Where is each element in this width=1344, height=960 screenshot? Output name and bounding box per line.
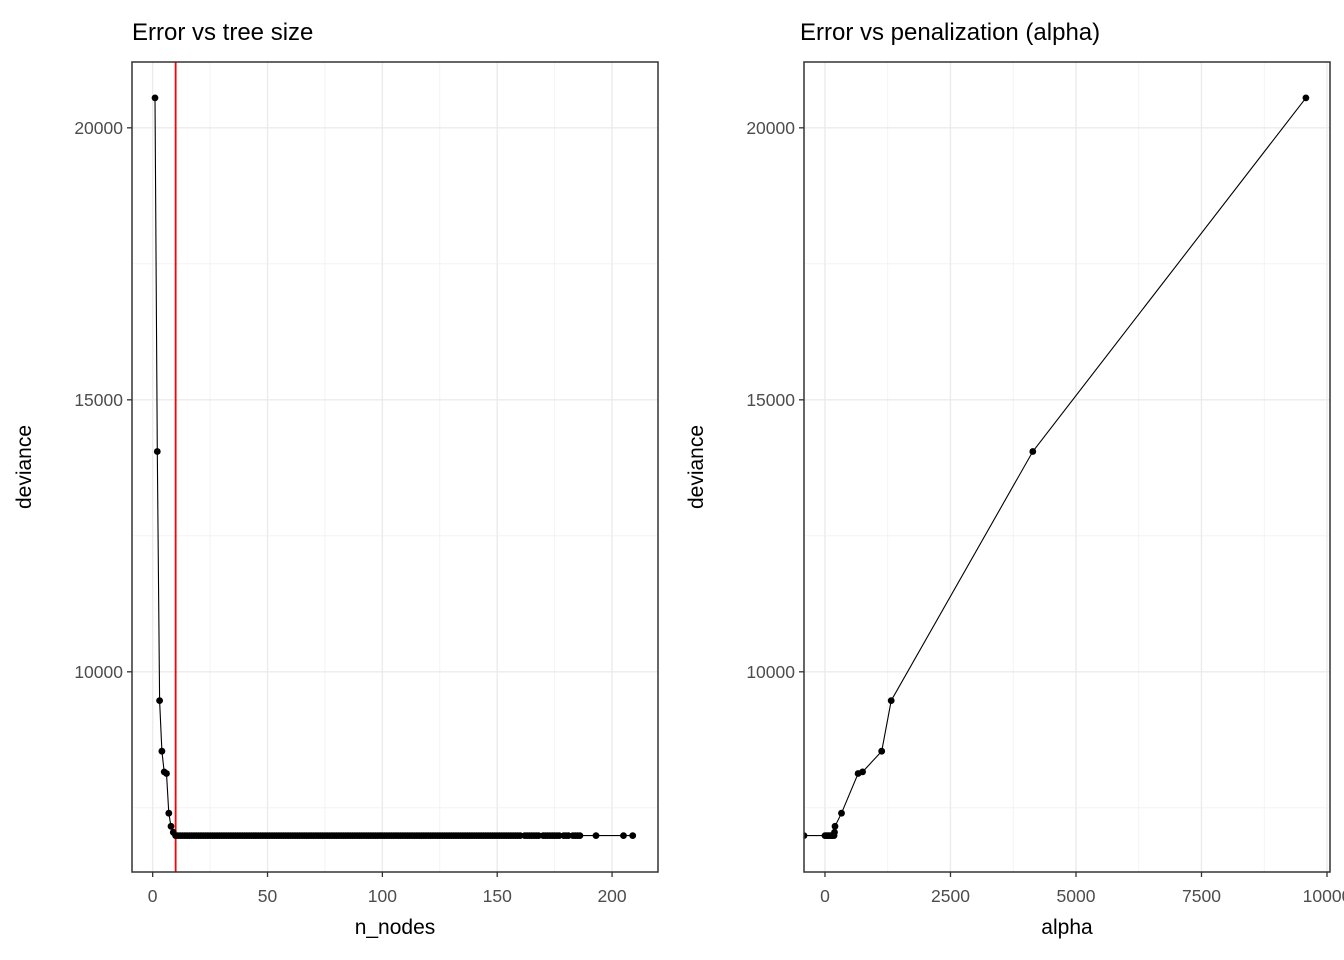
x-tick-label: 2500 bbox=[931, 886, 970, 906]
data-layer bbox=[151, 62, 637, 872]
data-point bbox=[878, 747, 886, 755]
y-axis-title: deviance bbox=[685, 425, 708, 509]
data-point bbox=[158, 747, 166, 755]
x-tick-label: 0 bbox=[148, 886, 158, 906]
data-point bbox=[592, 832, 600, 839]
x-tick-label: 150 bbox=[483, 886, 512, 906]
chart-title: Error vs tree size bbox=[132, 19, 313, 46]
x-tick-label: 5000 bbox=[1057, 886, 1096, 906]
panel-border bbox=[803, 61, 1331, 873]
data-layer bbox=[803, 94, 1310, 839]
data-point bbox=[620, 832, 627, 839]
data-point bbox=[1302, 94, 1310, 102]
chart-title: Error vs penalization (alpha) bbox=[800, 19, 1100, 46]
x-tick-label: 50 bbox=[258, 886, 278, 906]
panel-border bbox=[131, 61, 659, 873]
x-tick-label: 100 bbox=[368, 886, 397, 906]
y-axis-title: deviance bbox=[13, 425, 36, 509]
panel-layer: 0 50 100 150 200 10000 15000 20000 bbox=[74, 61, 659, 906]
data-point bbox=[629, 832, 637, 839]
chart-error-vs-tree-size: 0 50 100 150 200 10000 15000 20000 Error vs tre… bbox=[13, 19, 659, 939]
data-point bbox=[165, 809, 173, 817]
chart-error-vs-penalization: 0 2500 5000 7500 10000 10000 15000 20000 Error … bbox=[685, 19, 1344, 939]
y-tick-label: 10000 bbox=[74, 662, 123, 682]
data-point bbox=[167, 822, 175, 830]
data-point bbox=[831, 822, 839, 830]
y-tick-label: 15000 bbox=[74, 390, 123, 410]
x-tick-label: 200 bbox=[597, 886, 626, 906]
y-tick-label: 15000 bbox=[746, 390, 795, 410]
y-tick-label: 20000 bbox=[74, 118, 123, 138]
data-point bbox=[163, 770, 170, 777]
data-point bbox=[887, 697, 895, 704]
data-point bbox=[838, 809, 845, 817]
x-tick-label: 7500 bbox=[1182, 886, 1221, 906]
data-point bbox=[831, 828, 838, 836]
data-point bbox=[153, 448, 161, 455]
x-tick-label: 10000 bbox=[1303, 886, 1344, 906]
panel-layer: 0 2500 5000 7500 10000 10000 15000 20000 bbox=[746, 61, 1344, 906]
panel-background bbox=[132, 62, 658, 872]
x-axis-title: n_nodes bbox=[355, 916, 436, 939]
x-tick-label: 0 bbox=[820, 886, 830, 906]
data-point bbox=[576, 832, 584, 839]
data-point bbox=[156, 697, 164, 704]
y-tick-label: 10000 bbox=[746, 662, 795, 682]
data-point bbox=[1029, 448, 1037, 455]
panel-background bbox=[804, 62, 1330, 872]
data-point bbox=[859, 768, 866, 776]
x-axis-title: alpha bbox=[1041, 916, 1093, 939]
data-point bbox=[151, 94, 159, 102]
y-tick-label: 20000 bbox=[746, 118, 795, 138]
